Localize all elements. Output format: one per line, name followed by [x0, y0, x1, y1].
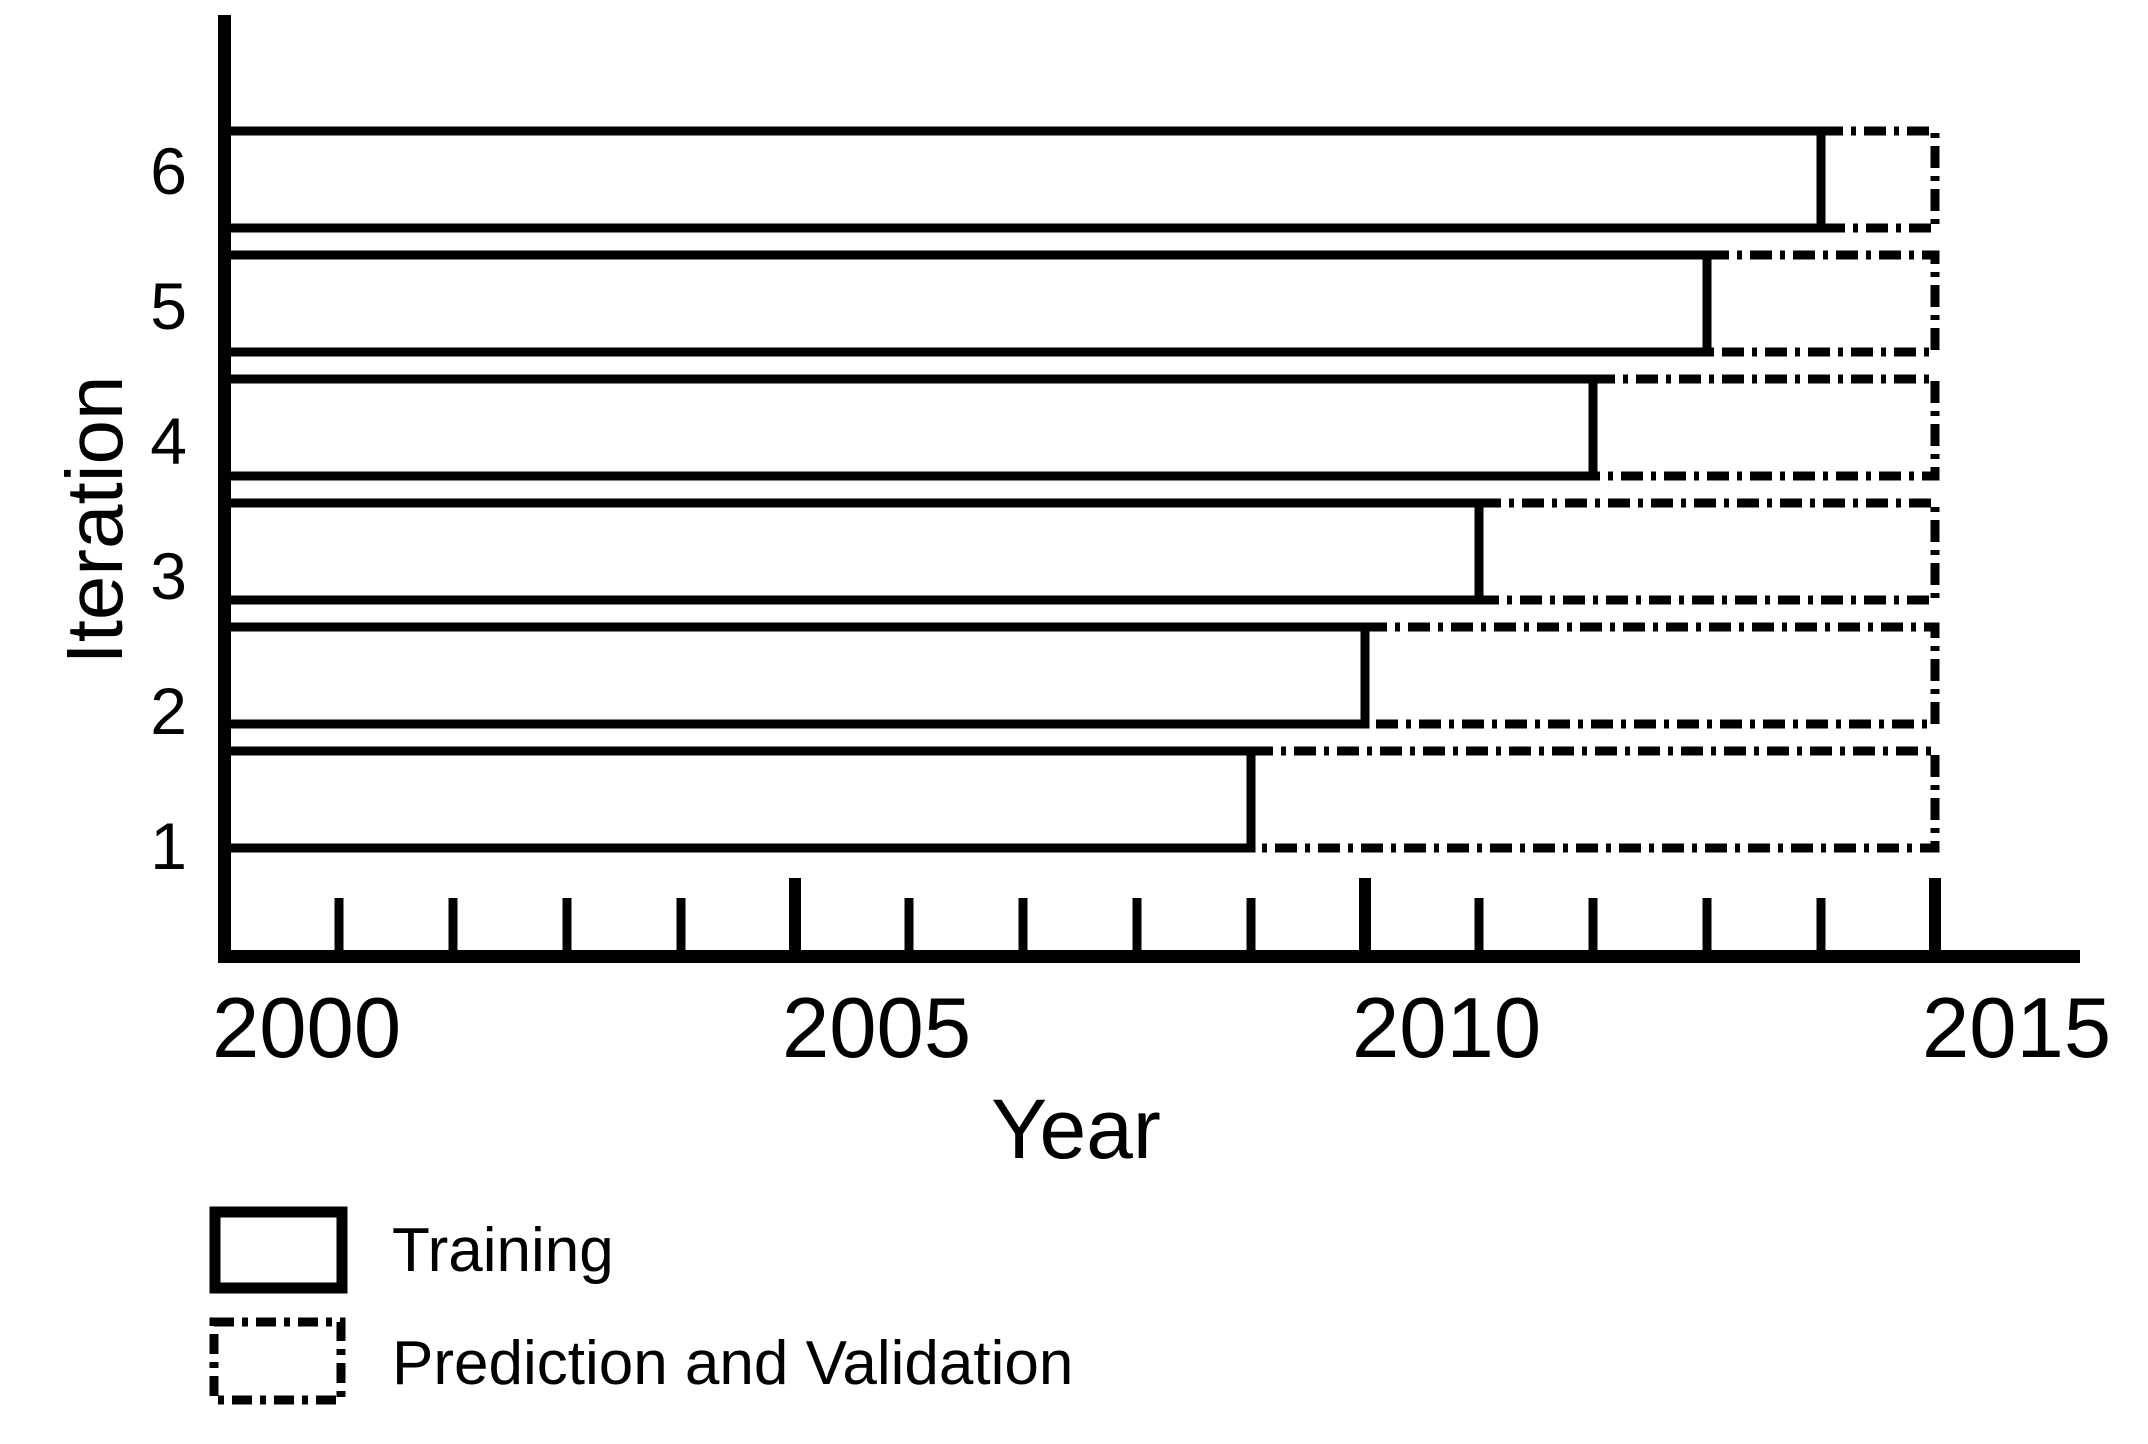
x-minor-tick-2008	[1132, 898, 1142, 950]
x-tick-label-2010: 2010	[1352, 981, 1541, 1076]
x-axis-title: Year	[991, 1082, 1161, 1176]
x-minor-tick-2014	[1816, 898, 1826, 950]
prediction-validation-bar-5	[1702, 250, 1940, 357]
x-major-tick-2010	[1359, 878, 1371, 950]
y-tick-label-3: 3	[150, 539, 187, 613]
ticks-layer	[334, 878, 1941, 950]
training-bar-6	[220, 126, 1826, 233]
legend-label-training: Training	[392, 1216, 614, 1285]
y-tick-label-1: 1	[150, 809, 187, 883]
x-axis-line	[218, 950, 2080, 963]
x-minor-tick-2006	[904, 898, 914, 950]
y-axis-line	[218, 15, 231, 963]
training-bar-3	[220, 498, 1484, 605]
x-major-tick-2005	[789, 878, 801, 950]
x-major-tick-2015	[1929, 878, 1941, 950]
training-bar-2	[220, 622, 1370, 729]
x-minor-tick-2007	[1018, 898, 1028, 950]
tick-labels-layer: 2000 2005 2010 2015 1 2 3 4 5 6	[150, 134, 2111, 1076]
prediction-validation-bar-2	[1360, 622, 1940, 729]
prediction-validation-bar-1	[1246, 746, 1940, 853]
legend-label-prediction-validation: Prediction and Validation	[392, 1329, 1073, 1398]
y-tick-label-5: 5	[150, 269, 187, 343]
training-bar-4	[220, 374, 1598, 481]
axes-layer	[218, 15, 2080, 963]
legend-swatch-prediction-validation-icon	[209, 1317, 346, 1405]
y-tick-label-6: 6	[150, 134, 187, 208]
training-bar-1	[220, 746, 1256, 853]
prediction-validation-bar-4	[1588, 374, 1940, 481]
x-minor-tick-2011	[1474, 898, 1484, 950]
x-minor-tick-2004	[676, 898, 686, 950]
x-minor-tick-2001	[334, 898, 344, 950]
x-tick-label-2005: 2005	[782, 981, 971, 1076]
legend-swatch-training-icon	[209, 1206, 348, 1294]
training-bar-5	[220, 250, 1712, 357]
legend: Training Prediction and Validation	[209, 1206, 1073, 1405]
x-tick-label-2015: 2015	[1922, 981, 2111, 1076]
bars-layer	[220, 126, 1940, 853]
x-minor-tick-2012	[1588, 898, 1598, 950]
x-minor-tick-2002	[448, 898, 458, 950]
x-minor-tick-2003	[562, 898, 572, 950]
x-minor-tick-2009	[1246, 898, 1256, 950]
prediction-validation-bar-3	[1474, 498, 1940, 605]
x-minor-tick-2013	[1702, 898, 1712, 950]
prediction-validation-bar-6	[1816, 126, 1940, 233]
y-tick-label-4: 4	[150, 404, 187, 478]
x-tick-label-2000: 2000	[212, 981, 401, 1076]
y-axis-title: Iteration	[50, 375, 139, 664]
y-tick-label-2: 2	[150, 674, 187, 748]
